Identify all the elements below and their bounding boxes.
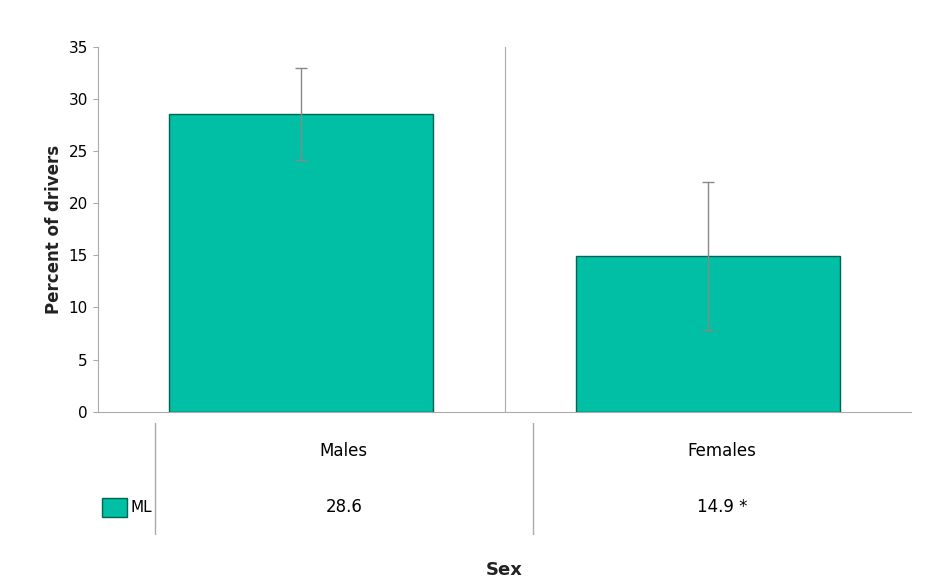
Text: ML: ML	[130, 500, 152, 514]
Bar	[576, 256, 840, 412]
Bar	[169, 113, 433, 412]
Text: 28.6: 28.6	[326, 498, 363, 516]
Bar	[101, 497, 127, 517]
Text: Sex: Sex	[486, 562, 523, 579]
Text: 14.9 *: 14.9 *	[697, 498, 748, 516]
Y-axis label: Percent of drivers: Percent of drivers	[45, 145, 63, 314]
Text: Males: Males	[320, 442, 368, 460]
Text: Females: Females	[688, 442, 757, 460]
